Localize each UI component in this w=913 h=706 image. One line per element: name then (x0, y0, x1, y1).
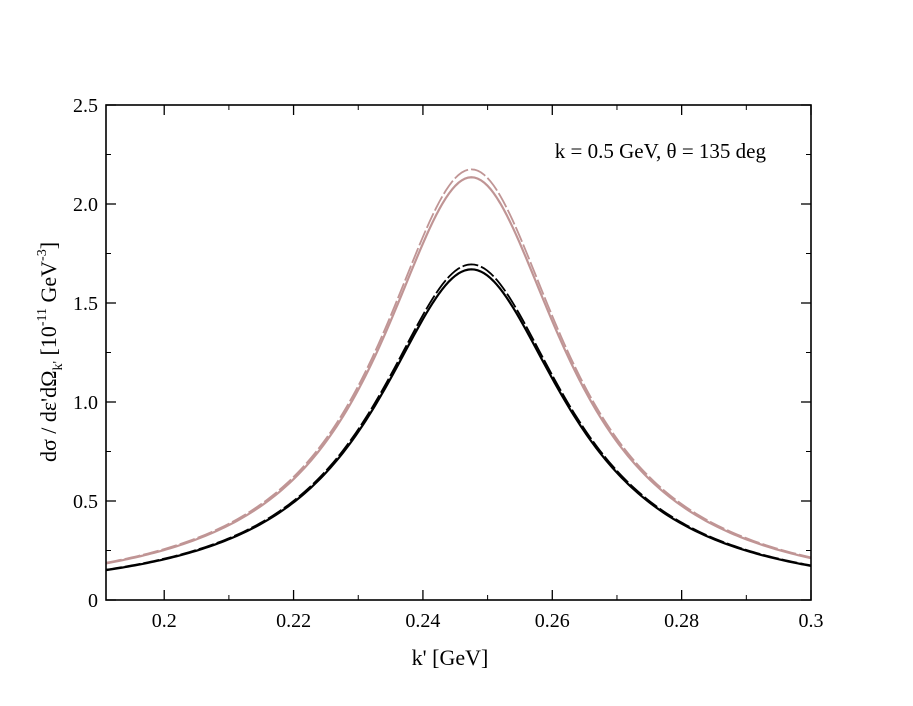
series-layer (105, 168, 812, 572)
y-tick-label: 2.0 (73, 194, 98, 216)
x-tick-label: 0.3 (799, 610, 824, 632)
y-axis-label-unit: GeV (36, 261, 61, 308)
y-axis-label-open: [10 (36, 326, 61, 361)
x-tick-label: 0.2 (152, 610, 177, 632)
y-tick-label: 1.0 (73, 392, 98, 414)
plot-frame (105, 104, 812, 601)
chart-annotation: k = 0.5 GeV, θ = 135 deg (555, 139, 767, 163)
y-tick-labels: 0 0.5 1.0 1.5 2.0 2.5 (73, 95, 98, 612)
y-tick-label: 0 (88, 590, 98, 612)
y-axis-label-unit-exp: -3 (35, 249, 50, 261)
major-ticks (106, 104, 812, 601)
x-tick-label: 0.26 (535, 610, 570, 632)
x-tick-labels: 0.2 0.22 0.24 0.26 0.28 0.3 (152, 610, 824, 632)
series-pink-dash (105, 168, 812, 564)
x-axis-label: k' [GeV] (412, 645, 489, 670)
y-tick-label: 2.5 (73, 95, 98, 117)
series-black-solid (105, 268, 812, 572)
y-tick-label: 1.5 (73, 293, 98, 315)
y-axis-label-close: ] (36, 242, 61, 249)
x-tick-label: 0.28 (664, 610, 699, 632)
y-tick-label: 0.5 (73, 491, 98, 513)
minor-ticks (106, 105, 811, 600)
y-axis-label-sub: k' (51, 361, 66, 371)
y-axis-label-prefix: dσ / dε'dΩ (36, 371, 61, 463)
x-tick-label: 0.22 (276, 610, 311, 632)
y-axis-label-exp: -11 (35, 308, 50, 326)
series-black-dash (105, 263, 812, 571)
series-pink-solid (105, 176, 812, 565)
x-tick-label: 0.24 (405, 610, 440, 632)
y-axis-label: dσ / dε'dΩk' [10-11 GeV-3] (35, 242, 66, 462)
